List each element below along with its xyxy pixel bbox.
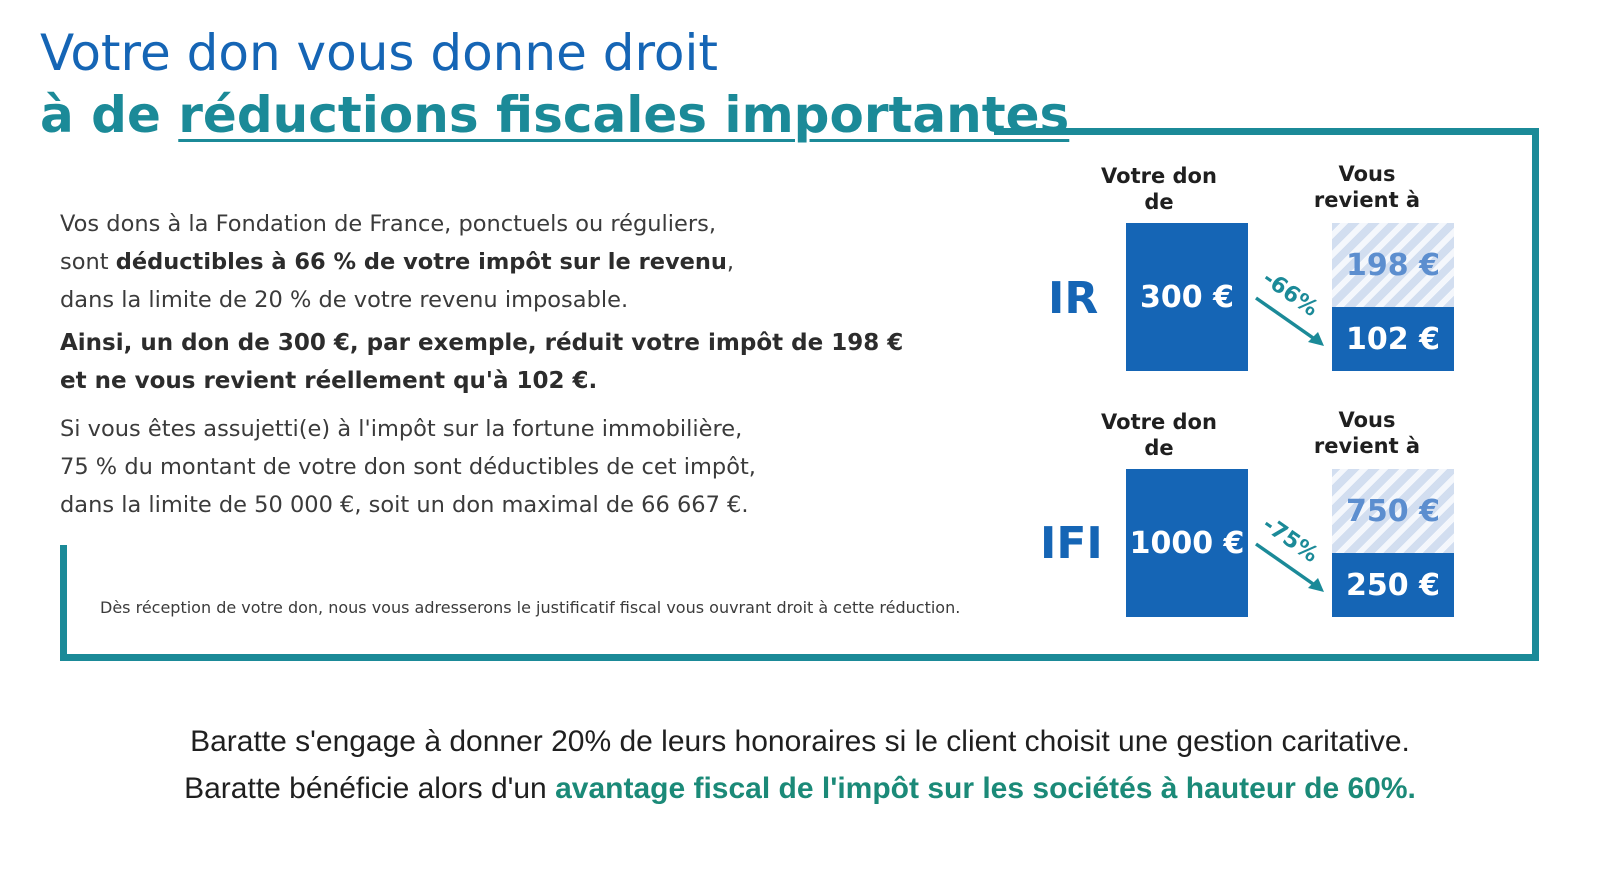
p1-line-2: sont déductibles à 66 % de votre impôt s…: [60, 243, 734, 281]
paragraph-income-tax: Vos dons à la Fondation de France, ponct…: [60, 205, 734, 319]
donation-box-ir: 300 €: [1126, 223, 1248, 371]
row-label-ir: IR: [1048, 273, 1099, 324]
bottom-line-1: Baratte s'engage à donner 20% de leurs h…: [190, 725, 1410, 758]
row-label-ifi: IFI: [1040, 518, 1103, 569]
footnote: Dès réception de votre don, nous vous ad…: [100, 598, 961, 617]
paragraph-ifi: Si vous êtes assujetti(e) à l'impôt sur …: [60, 410, 756, 524]
bottom-line-2-prefix: Baratte bénéficie alors d'un: [184, 772, 556, 805]
p3-line-1: Si vous êtes assujetti(e) à l'impôt sur …: [60, 416, 743, 442]
frame-right-border: [1532, 128, 1539, 661]
p1-line-3: dans la limite de 20 % de votre revenu i…: [60, 287, 629, 313]
col-revient-line-2-ifi: revient à: [1313, 434, 1421, 458]
bottom-line-2: Baratte bénéficie alors d'un avantage fi…: [0, 772, 1600, 806]
col-label-don-ir: Votre don de: [1098, 163, 1220, 215]
frame-bottom-border: [60, 654, 1539, 661]
col-label-don-ifi: Votre don de: [1098, 409, 1220, 461]
col-don-line-1-ifi: Votre don: [1101, 410, 1217, 434]
col-don-line-2: de: [1144, 190, 1174, 214]
paragraph-example: Ainsi, un don de 300 €, par exemple, réd…: [60, 324, 903, 400]
saved-amount-ifi: 750 €: [1332, 469, 1454, 553]
frame-left-border: [60, 545, 67, 661]
col-revient-line-2: revient à: [1313, 188, 1421, 212]
title-line-2: à de réductions fiscales importantes: [40, 90, 1069, 140]
col-label-revient-ir: Vous revient à: [1292, 161, 1442, 213]
bottom-line-2-highlight: avantage fiscal de l'impôt sur les socié…: [555, 772, 1416, 805]
p1-line-2-suffix: ,: [726, 249, 735, 275]
col-revient-line-1: Vous: [1338, 162, 1396, 186]
p1-line-2-bold: déductibles à 66 % de votre impôt sur le…: [115, 249, 727, 275]
col-revient-line-1-ifi: Vous: [1338, 408, 1396, 432]
donation-box-ifi: 1000 €: [1126, 469, 1248, 617]
saved-amount-ir: 198 €: [1332, 223, 1454, 307]
title-line-2-prefix: à de: [40, 86, 179, 144]
p1-line-1: Vos dons à la Fondation de France, ponct…: [60, 211, 717, 237]
net-cost-box-ifi: 250 €: [1332, 553, 1454, 617]
arrow-ifi: [1254, 542, 1324, 592]
p3-line-3: dans la limite de 50 000 €, soit un don …: [60, 492, 749, 518]
p2-line-1: Ainsi, un don de 300 €, par exemple, réd…: [60, 330, 904, 356]
title-line-1: Votre don vous donne droit: [40, 24, 719, 82]
title-line-2-underlined: réductions fiscales importantes: [178, 86, 1070, 144]
p2-line-2: et ne vous revient réellement qu'à 102 €…: [60, 368, 598, 394]
frame-top-border: [994, 128, 1538, 135]
col-label-revient-ifi: Vous revient à: [1292, 407, 1442, 459]
col-don-line-2-ifi: de: [1144, 436, 1174, 460]
net-cost-box-ir: 102 €: [1332, 307, 1454, 371]
col-don-line-1: Votre don: [1101, 164, 1217, 188]
p3-line-2: 75 % du montant de votre don sont déduct…: [60, 454, 756, 480]
p1-line-2-prefix: sont: [60, 249, 116, 275]
arrow-ir: [1254, 296, 1324, 346]
